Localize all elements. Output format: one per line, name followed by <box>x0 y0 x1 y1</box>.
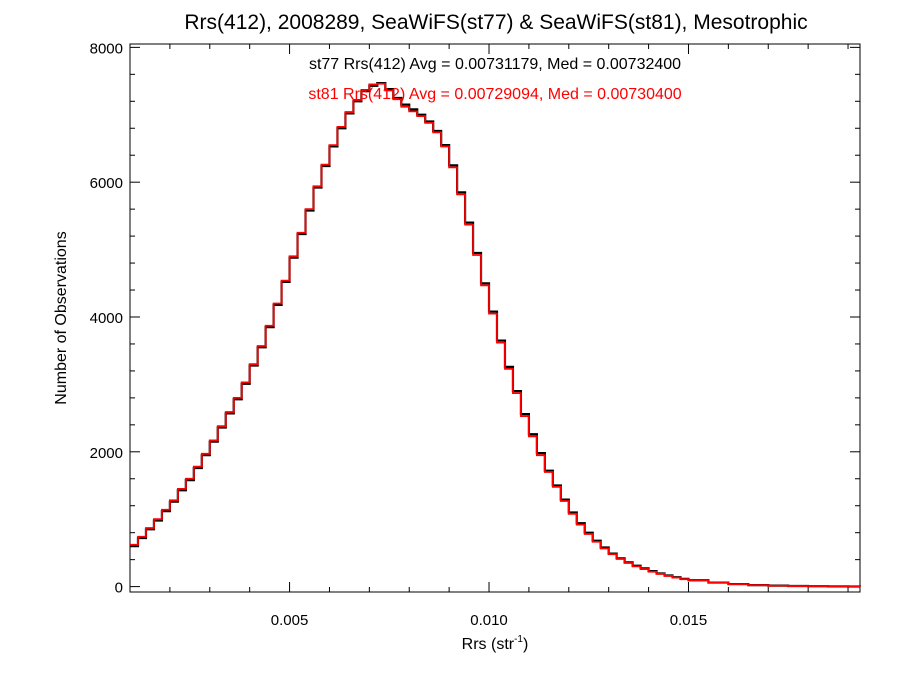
y-tick-label: 0 <box>115 580 123 597</box>
series-st77-line <box>130 81 862 588</box>
series-st81-line <box>130 82 861 588</box>
x-axis-label-base: Rrs (str <box>462 636 515 653</box>
series-group <box>130 81 862 588</box>
x-tick-labels: 0.005 0.010 0.015 <box>271 612 707 629</box>
plot-frame <box>129 43 861 593</box>
annotation-st77: st77 Rrs(412) Avg = 0.00731179, Med = 0.… <box>309 56 681 73</box>
x-axis-label-end: ) <box>523 636 528 653</box>
axis-ticks <box>129 44 860 592</box>
x-axis-label-superscript: -1 <box>514 634 523 645</box>
y-tick-labels: 0 2000 4000 6000 8000 <box>90 40 123 596</box>
annotation-st81: st81 Rrs(412) Avg = 0.00729094, Med = 0.… <box>308 86 681 103</box>
y-axis-label: Number of Observations <box>53 231 70 404</box>
y-tick-label: 4000 <box>90 310 123 327</box>
x-tick-label: 0.005 <box>271 612 309 629</box>
y-tick-label: 8000 <box>90 40 123 57</box>
y-tick-label: 2000 <box>90 445 123 462</box>
y-tick-label: 6000 <box>90 175 123 192</box>
x-axis-label: Rrs (str-1) <box>462 634 529 653</box>
chart-title: Rrs(412), 2008289, SeaWiFS(st77) & SeaWi… <box>184 11 807 34</box>
x-tick-label: 0.015 <box>670 612 708 629</box>
x-tick-label: 0.010 <box>470 612 508 629</box>
